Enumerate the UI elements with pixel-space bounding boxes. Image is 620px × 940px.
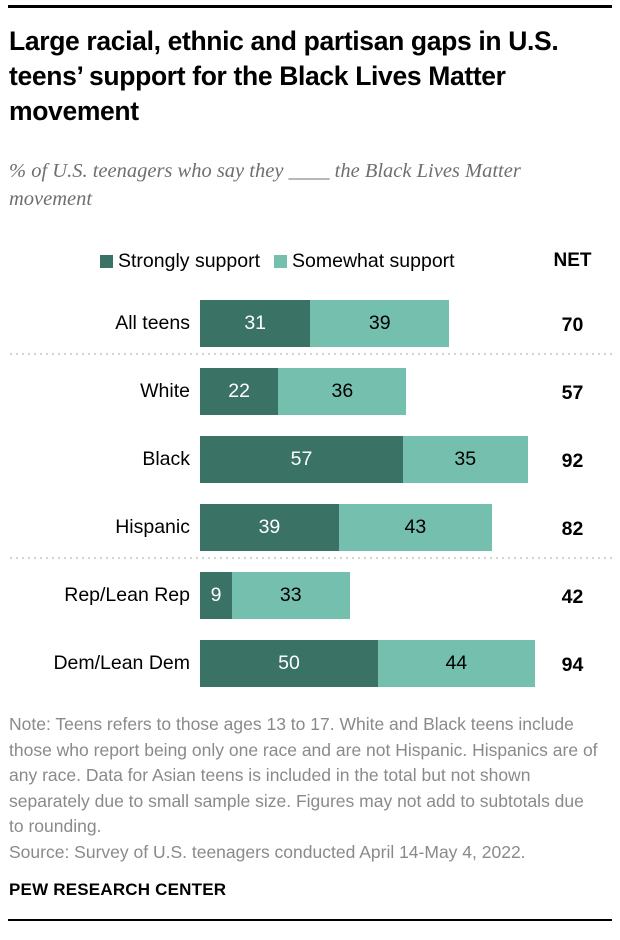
chart-subtitle: % of U.S. teenagers who say they ____ th… [9,160,521,210]
bar-segment-strongly-support: 39 [200,504,339,551]
group-divider [8,353,612,355]
row-label-rep-lean-rep: Rep/Lean Rep [64,583,190,606]
stacked-bar: 31 39 [200,300,450,347]
stacked-bar: 9 33 [200,572,350,619]
stacked-bar: 39 43 [200,504,492,551]
stacked-bar: 50 44 [200,640,535,687]
table-row: Dem/Lean Dem 50 44 94 [0,640,620,687]
stacked-bar: 22 36 [200,368,407,415]
bar-segment-somewhat-support: 35 [402,436,528,483]
legend-square-light-icon [274,255,287,269]
bar-segment-somewhat-support: 36 [278,368,407,415]
net-value: 42 [561,585,584,608]
table-row: Black 57 35 92 [0,436,620,483]
top-rule [8,5,612,8]
bar-segment-somewhat-support: 33 [232,572,350,619]
chart-title: Large racial, ethnic and partisan gaps i… [9,26,559,126]
bar-segment-somewhat-support: 39 [310,300,450,347]
table-row: Hispanic 39 43 82 [0,504,620,551]
net-value: 92 [561,449,584,472]
net-value: 82 [561,517,584,540]
legend-label-somewhat-support: Somewhat support [292,250,455,272]
pew-research-center-logo: PEW RESEARCH CENTER [9,880,227,899]
table-row: White 22 36 57 [0,368,620,415]
group-divider [8,557,612,559]
net-value: 70 [561,313,584,336]
row-label-hispanic: Hispanic [115,515,190,538]
net-value: 94 [561,653,584,676]
legend-square-dark-icon [100,255,113,269]
table-row: Rep/Lean Rep 9 33 42 [0,572,620,619]
bar-segment-strongly-support: 22 [200,368,279,415]
chart-source: Source: Survey of U.S. teenagers conduct… [9,842,526,862]
bar-segment-strongly-support: 57 [200,436,403,483]
bar-segment-strongly-support: 50 [200,640,378,687]
legend-label-strongly-support: Strongly support [118,250,260,272]
net-value: 57 [561,381,584,404]
row-label-dem-lean-dem: Dem/Lean Dem [53,651,190,674]
net-column-header: NET [553,250,592,271]
bar-segment-somewhat-support: 44 [378,640,535,687]
row-label-white: White [140,379,190,402]
bar-segment-strongly-support: 9 [200,572,233,619]
row-label-all-teens: All teens [115,311,190,334]
legend-item-strongly-support: Strongly support [100,250,260,272]
bar-segment-somewhat-support: 43 [338,504,492,551]
row-label-black: Black [142,447,190,470]
bar-segment-strongly-support: 31 [200,300,311,347]
bottom-rule [8,919,612,921]
legend-item-somewhat-support: Somewhat support [274,250,455,272]
table-row: All teens 31 39 70 [0,300,620,347]
chart-note: Note: Teens refers to those ages 13 to 1… [9,714,598,836]
chart-legend: Strongly support Somewhat support [100,250,455,272]
stacked-bar: 57 35 [200,436,528,483]
